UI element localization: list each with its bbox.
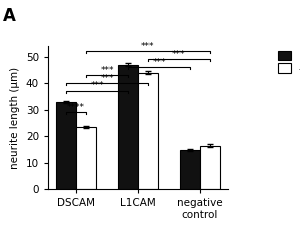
Text: ***: *** [141,42,155,51]
Text: ***: *** [100,66,114,75]
Y-axis label: neurite length (μm): neurite length (μm) [10,67,20,169]
Bar [76,127,96,189]
Bar [118,65,138,189]
Bar [200,146,220,189]
Text: ***: *** [152,58,166,67]
Legend: +/+, -/-: +/+, -/- [276,49,300,76]
Text: ***: *** [100,73,114,82]
Text: ****: **** [67,103,85,112]
Bar [180,150,200,189]
Text: ***: *** [172,50,186,59]
Bar [56,102,76,189]
Bar [138,73,158,189]
Text: ***: *** [90,82,104,91]
Text: A: A [3,7,16,25]
